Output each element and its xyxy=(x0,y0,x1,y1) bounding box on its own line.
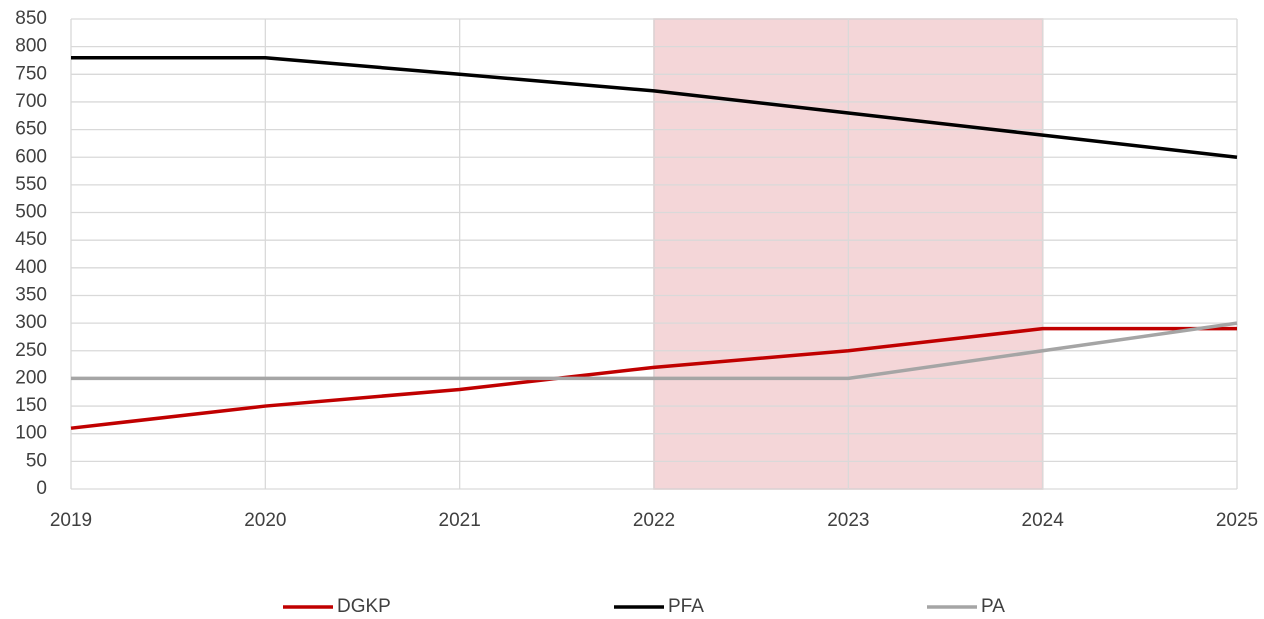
series-line xyxy=(70,326,1237,430)
x-tick-label: 2024 xyxy=(1022,510,1065,531)
y-tick-label: 0 xyxy=(36,478,47,499)
x-tick-label: 2020 xyxy=(244,510,286,531)
y-tick-label: 450 xyxy=(15,229,47,250)
x-tick-label: 2019 xyxy=(50,510,92,531)
x-tick-label: 2023 xyxy=(827,510,869,531)
y-tick-label: 400 xyxy=(15,257,47,278)
y-tick-label: 350 xyxy=(15,284,47,305)
y-tick-label: 300 xyxy=(15,312,47,333)
y-tick-label: 800 xyxy=(15,36,47,57)
y-tick-label: 650 xyxy=(15,119,47,140)
legend-label: PA xyxy=(981,596,1005,617)
x-tick-label: 2022 xyxy=(633,510,675,531)
y-tick-label: 100 xyxy=(15,423,47,444)
x-tick-label: 2025 xyxy=(1216,510,1258,531)
series-line xyxy=(71,55,1238,159)
legend-label: PFA xyxy=(668,596,704,617)
x-tick-label: 2021 xyxy=(439,510,481,531)
series-line xyxy=(71,321,1238,381)
y-tick-label: 250 xyxy=(15,340,47,361)
y-tick-label: 500 xyxy=(15,202,47,223)
y-tick-label: 150 xyxy=(15,395,47,416)
y-tick-label: 700 xyxy=(15,91,47,112)
legend-label: DGKP xyxy=(337,596,391,617)
y-tick-label: 600 xyxy=(15,146,47,167)
y-tick-label: 50 xyxy=(26,450,47,471)
y-tick-label: 200 xyxy=(15,367,47,388)
y-tick-label: 850 xyxy=(15,8,47,29)
y-tick-label: 550 xyxy=(15,174,47,195)
y-tick-label: 750 xyxy=(15,63,47,84)
